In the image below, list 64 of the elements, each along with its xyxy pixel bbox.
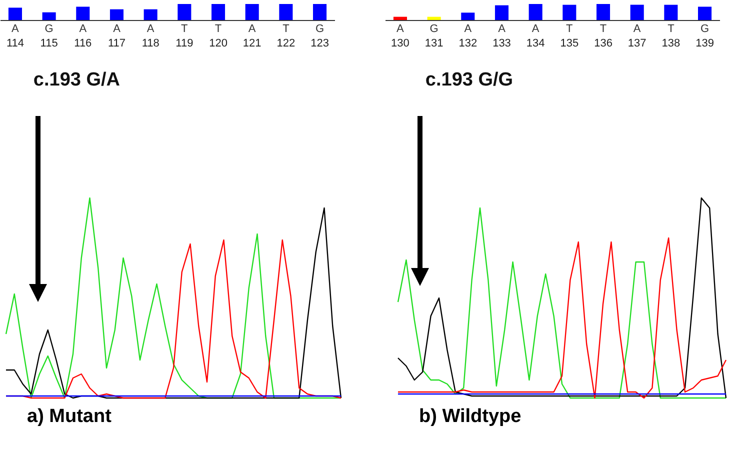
text: T	[181, 23, 188, 35]
text: T	[214, 23, 222, 35]
bar	[279, 4, 293, 20]
text: A	[396, 23, 405, 35]
bar	[211, 4, 226, 20]
text: G	[700, 23, 710, 35]
bar	[562, 4, 576, 20]
x-tick-label: 119	[176, 38, 194, 50]
bar	[596, 4, 610, 20]
text: T	[600, 23, 607, 35]
text: T	[566, 23, 574, 35]
x-tick-label: 130	[391, 38, 410, 50]
x-tick-label: 134	[526, 38, 545, 50]
bar	[528, 4, 542, 20]
text: A	[498, 23, 506, 35]
bar	[393, 16, 407, 20]
x-tick-label: 138	[662, 38, 680, 50]
text: A	[113, 23, 122, 35]
chart-title: c.193 G/A	[33, 69, 120, 90]
bar	[110, 9, 124, 20]
x-tick-label: 115	[40, 38, 58, 50]
text: G	[44, 23, 54, 35]
x-tick-label: 116	[74, 38, 92, 50]
x-tick-label: 139	[696, 38, 714, 50]
text: a) Mutant	[27, 406, 112, 428]
x-tick-label: 121	[242, 38, 262, 50]
text: A	[633, 23, 642, 35]
text: b) Wildtype	[419, 406, 522, 428]
x-tick-label: 131	[424, 38, 444, 50]
x-tick-label: 136	[594, 38, 612, 50]
x-tick-label: 135	[560, 38, 579, 50]
bar	[178, 4, 192, 20]
bar	[664, 4, 678, 20]
bar	[313, 4, 327, 20]
bar	[698, 6, 712, 20]
bar	[42, 12, 56, 20]
bar	[76, 6, 90, 20]
x-tick-label: 118	[142, 38, 160, 50]
bar	[461, 12, 475, 20]
bar	[245, 4, 259, 20]
x-tick-label: 122	[276, 38, 296, 50]
x-tick-label: 120	[209, 38, 228, 50]
text: A	[12, 23, 20, 35]
text: A	[79, 23, 88, 35]
text: G	[315, 23, 324, 35]
text: A	[146, 23, 155, 35]
x-tick-label: 117	[108, 38, 126, 50]
text: T	[668, 23, 675, 35]
text: A	[464, 23, 472, 35]
bar	[144, 9, 158, 20]
text: T	[282, 23, 290, 35]
x-tick-label: 133	[492, 38, 511, 50]
text: A	[532, 23, 540, 35]
text: G	[430, 23, 438, 35]
chart-title: c.193 G/G	[425, 69, 514, 90]
bar	[8, 8, 22, 20]
x-tick-label: 123	[310, 38, 329, 50]
bar	[427, 16, 441, 20]
bar	[630, 4, 644, 20]
x-tick-label: 137	[628, 38, 646, 50]
x-tick-label: 114	[6, 38, 24, 50]
x-tick-label: 132	[458, 38, 478, 50]
bar	[494, 5, 509, 20]
text: A	[248, 23, 256, 35]
